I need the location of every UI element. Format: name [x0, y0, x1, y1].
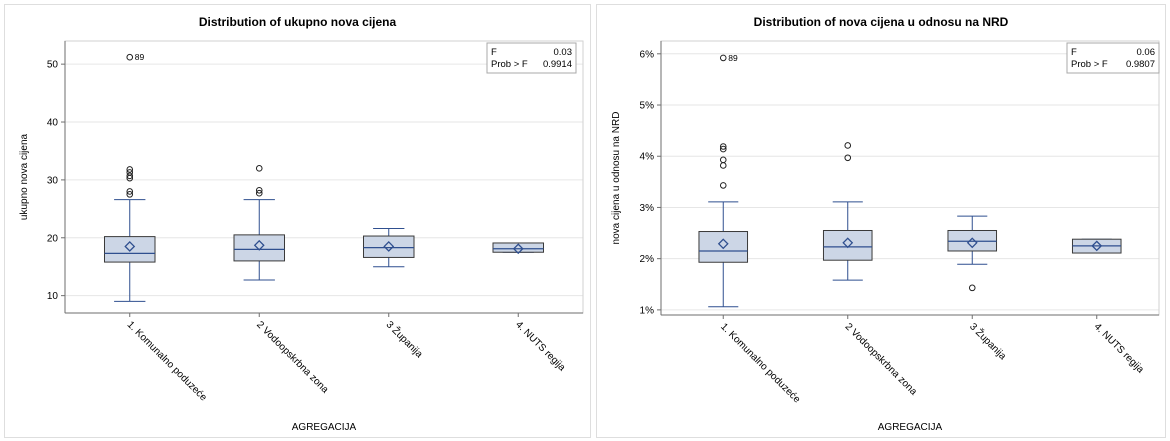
- chart-panel-nova-cijena-nrd: Distribution of nova cijena u odnosu na …: [596, 4, 1166, 438]
- chart2-box-2: [822, 142, 873, 281]
- chart2-ytick-label-4: 5%: [640, 101, 655, 112]
- chart1-box-1: 89: [103, 52, 156, 302]
- chart1-category-label-3: 3 Županija: [384, 318, 427, 361]
- outlier-point-3: [719, 156, 727, 164]
- mean-marker: [512, 243, 524, 255]
- chart2-ytick-label-0: 1%: [640, 305, 655, 316]
- chart1-plot-frame: [64, 40, 584, 314]
- chart1-ytick-label-0: 10: [47, 291, 59, 302]
- chart1-ytick-label-2: 30: [47, 175, 59, 186]
- chart1-stats-box: F 0.03 Prob > F 0.9914: [486, 42, 577, 74]
- chart2-category-label-2: 2 Vodoopskrbna zona: [843, 321, 919, 397]
- chart2-category-label-3: 3 Županija: [967, 320, 1010, 363]
- stats-value-2: 0.9914: [543, 59, 572, 70]
- chart2-box-1: 89: [698, 53, 749, 308]
- chart1-ylabel: ukupno nova cijena: [19, 133, 30, 220]
- iqr-box: [103, 236, 156, 263]
- chart2-plot-frame: [660, 40, 1160, 316]
- chart-panel-ukupno-nova-cijena: Distribution of ukupno nova cijena 10 20 30…: [4, 4, 591, 438]
- outlier-point-5: [719, 143, 727, 150]
- chart1-xlabel: AGREGACIJA: [292, 422, 357, 433]
- outlier-point-7: [126, 53, 134, 61]
- chart2-title: Distribution of nova cijena u odnosu na …: [754, 15, 1009, 29]
- chart2-gridlines: [661, 53, 1159, 311]
- chart1-box-4: [492, 242, 545, 255]
- chart2-xlabel: AGREGACIJA: [878, 422, 943, 433]
- chart2-stats-box: F 0.06 Prob > F 0.9807: [1066, 42, 1160, 74]
- chart2-ytick-label-2: 3%: [640, 203, 655, 214]
- iqr-box: [822, 229, 873, 261]
- chart1-ytick-label-3: 40: [47, 118, 59, 129]
- chart1-category-label-4: 4. NUTS regija: [513, 319, 567, 373]
- outlier-point-4: [719, 145, 727, 153]
- mean-marker: [124, 241, 136, 252]
- outlier-point-1: [968, 284, 976, 292]
- chart2-category-label-4: 4. NUTS regija: [1092, 321, 1146, 375]
- chart1-box-2: [233, 165, 286, 281]
- outlier-point-2: [126, 188, 134, 195]
- iqr-box: [492, 242, 545, 253]
- chart1-ytick-label-1: 20: [47, 233, 59, 244]
- outlier-point-6: [719, 54, 727, 62]
- stats-box-frame: [1066, 42, 1160, 74]
- mean-marker: [966, 237, 978, 249]
- boxplot-nova-cijena-nrd: Distribution of nova cijena u odnosu na …: [611, 15, 1160, 433]
- chart1-category-label-2: 2 Vodoopskrbna zona: [254, 319, 330, 395]
- iqr-box: [233, 234, 286, 262]
- chart1-box-3: [362, 228, 415, 268]
- outlier-point-1: [126, 191, 134, 198]
- mean-marker: [1091, 240, 1103, 252]
- chart1-ytick-label-4: 50: [47, 60, 59, 71]
- outlier-point-1: [719, 182, 727, 189]
- boxplot-ukupno-nova-cijena: Distribution of ukupno nova cijena 10 20 30…: [19, 15, 584, 433]
- stats-label-1: F: [491, 47, 497, 58]
- outlier-label-1: 89: [728, 53, 738, 63]
- stats-label-1: F: [1071, 47, 1077, 58]
- chart2-box-4: [1071, 238, 1122, 254]
- outlier-point-2: [255, 187, 263, 194]
- outlier-label-1: 89: [135, 52, 145, 62]
- mean-marker: [842, 237, 854, 249]
- chart2-category-label-1: 1. Komunalno poduzeće: [718, 321, 802, 405]
- chart2-ytick-label-3: 4%: [640, 152, 655, 163]
- chart1-category-label-1: 1. Komunalno poduzeće: [125, 319, 209, 403]
- outlier-point-2: [844, 142, 852, 149]
- outlier-point-4: [126, 172, 134, 180]
- stats-box-frame: [486, 42, 577, 74]
- iqr-box: [362, 235, 415, 258]
- outlier-point-1: [844, 154, 852, 162]
- chart2-box-3: [947, 215, 998, 292]
- stats-label-2: Prob > F: [1071, 59, 1108, 70]
- stats-value-2: 0.9807: [1126, 59, 1155, 70]
- outlier-point-2: [719, 162, 727, 169]
- outlier-point-6: [126, 166, 134, 173]
- mean-marker: [253, 239, 265, 251]
- stats-value-1: 0.06: [1137, 47, 1156, 58]
- chart2-ytick-label-1: 2%: [640, 254, 655, 265]
- mean-marker: [383, 241, 395, 252]
- stats-value-1: 0.03: [554, 47, 573, 58]
- outlier-point-1: [255, 189, 263, 197]
- mean-marker: [717, 238, 729, 250]
- outlier-point-3: [255, 165, 263, 172]
- stats-label-2: Prob > F: [491, 59, 528, 70]
- outlier-point-5: [126, 169, 134, 176]
- iqr-box: [698, 231, 749, 263]
- chart2-ytick-label-5: 6%: [640, 49, 655, 60]
- chart1-title: Distribution of ukupno nova cijena: [199, 15, 397, 29]
- chart2-ylabel: nova cijena u odnosu na NRD: [611, 112, 622, 245]
